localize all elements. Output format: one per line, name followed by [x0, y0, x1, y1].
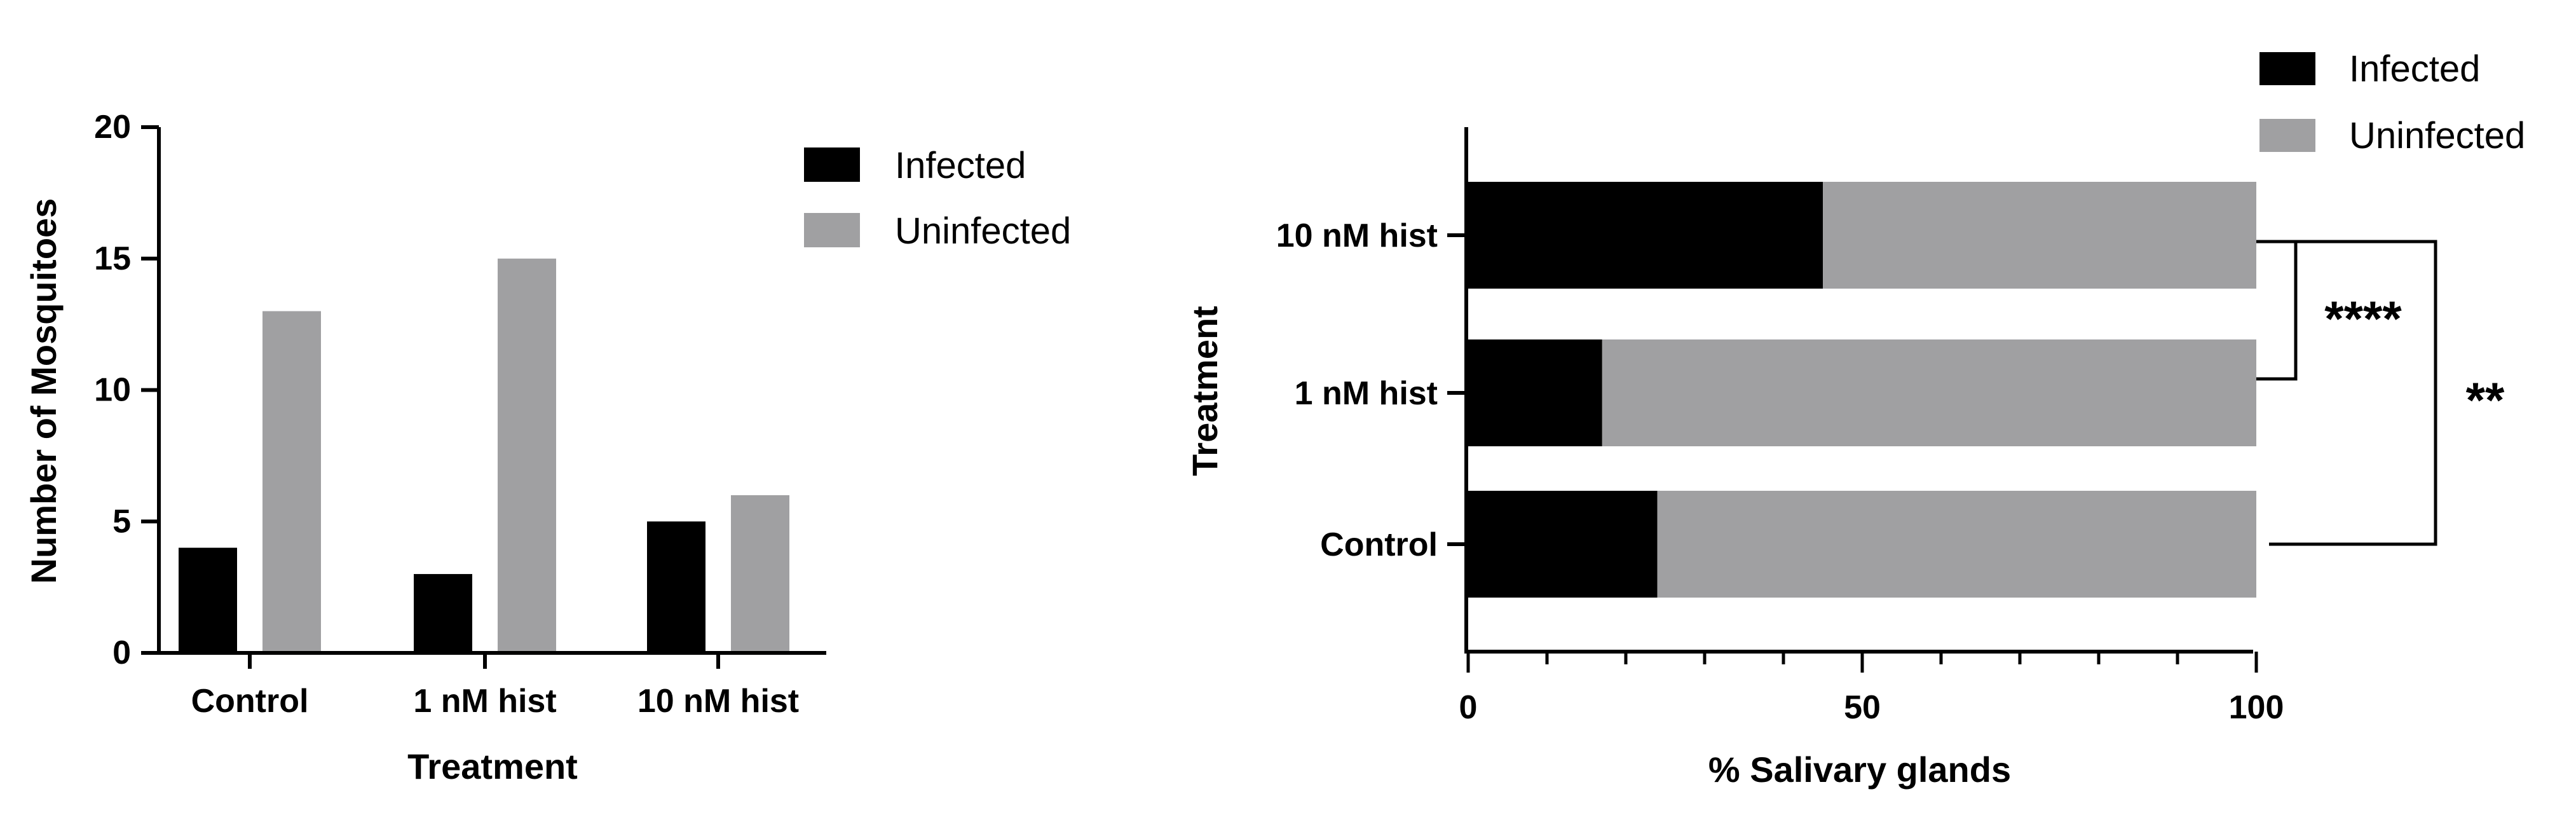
- right-legend-label-infected: Infected: [2349, 48, 2480, 90]
- left-bar-uninfected-1-nm-hist: [498, 258, 556, 653]
- right-legend-swatch-infected: [2259, 52, 2315, 85]
- left-legend-swatch-uninfected: [804, 213, 860, 247]
- right-y-axis-title: Treatment: [1185, 306, 1225, 476]
- left-x-tick-label: 1 nM hist: [413, 683, 556, 720]
- left-x-tick-label: Control: [191, 683, 309, 720]
- significance-brackets: **** **: [2256, 240, 2505, 546]
- right-legend-swatch-uninfected: [2259, 119, 2315, 152]
- left-y-tick-label: 10: [94, 372, 131, 409]
- right-bar-infected-1-nm-hist: [1468, 339, 1602, 446]
- right-x-ticks: 0 50 100: [1459, 652, 2284, 726]
- right-bar-uninfected-control: [1657, 491, 2256, 598]
- right-bar-uninfected-1-nm-hist: [1602, 339, 2256, 446]
- left-y-tick-label: 5: [112, 503, 131, 540]
- left-chart: 0 5 10 15 20 Control 1 nM hist 10 nM hist Trea…: [24, 109, 1071, 786]
- bracket-10nm-vs-1nm: [2256, 240, 2298, 381]
- sig-label-10nm-vs-control: **: [2466, 372, 2505, 428]
- left-y-axis-title: Number of Mosquitoes: [24, 198, 64, 584]
- left-legend-label-uninfected: Uninfected: [895, 210, 1071, 252]
- left-legend: Infected Uninfected: [804, 145, 1071, 252]
- right-x-axis-title: % Salivary glands: [1708, 750, 2011, 790]
- left-bar-infected-control: [179, 547, 237, 653]
- left-y-tick-label: 20: [94, 109, 131, 146]
- right-x-tick-label: 0: [1459, 689, 1478, 726]
- right-bar-infected-10-nm-hist: [1468, 182, 1823, 289]
- left-bars: [179, 258, 789, 653]
- left-y-ticks: 0 5 10 15 20: [94, 109, 159, 671]
- right-y-tick-label: Control: [1320, 526, 1438, 563]
- right-y-ticks: Control 1 nM hist 10 nM hist: [1276, 217, 1466, 563]
- left-legend-label-infected: Infected: [895, 145, 1026, 186]
- left-x-tick-label: 10 nM hist: [637, 683, 799, 720]
- left-y-tick-label: 15: [94, 240, 131, 277]
- right-x-tick-label: 50: [1844, 689, 1881, 726]
- left-bar-infected-1-nm-hist: [414, 573, 472, 653]
- left-bar-uninfected-10-nm-hist: [731, 495, 789, 653]
- left-legend-swatch-infected: [804, 147, 860, 182]
- right-y-tick-label: 10 nM hist: [1276, 217, 1438, 254]
- right-legend-label-uninfected: Uninfected: [2349, 115, 2525, 156]
- right-y-tick-label: 1 nM hist: [1295, 375, 1438, 412]
- left-x-ticks: Control 1 nM hist 10 nM hist: [191, 653, 799, 720]
- left-y-tick-label: 0: [112, 634, 131, 671]
- right-x-tick-label: 100: [2229, 689, 2284, 726]
- sig-label-10nm-vs-1nm: ****: [2324, 291, 2402, 346]
- left-x-axis-title: Treatment: [407, 746, 578, 786]
- left-bar-uninfected-control: [262, 311, 321, 653]
- right-bar-uninfected-10-nm-hist: [1823, 182, 2256, 289]
- right-chart: 0 50 100 Control 1 nM hist 10 nM hist % Sali…: [1185, 48, 2525, 790]
- bracket-10nm-vs-control: [2269, 240, 2437, 546]
- right-legend: Infected Uninfected: [2259, 48, 2525, 156]
- left-bar-infected-10-nm-hist: [647, 521, 705, 653]
- right-bars: [1468, 182, 2256, 598]
- right-bar-infected-control: [1468, 491, 1658, 598]
